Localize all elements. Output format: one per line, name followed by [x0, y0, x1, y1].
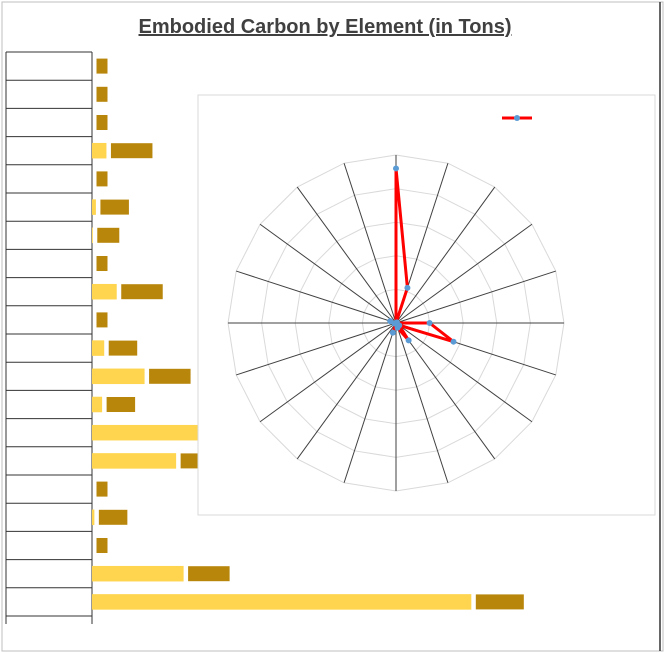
radar-spoke [343, 322, 397, 483]
radar-point [394, 324, 401, 331]
main-title: Embodied Carbon by Element (in Tons) [139, 16, 512, 38]
data-label-box [187, 565, 231, 583]
radar-chart [197, 94, 656, 516]
radar-spoke [296, 186, 397, 324]
data-label-box [96, 226, 121, 244]
radar-point [393, 165, 399, 172]
radar-spoke [395, 322, 533, 423]
radar-spoke [395, 322, 496, 460]
bar [92, 227, 93, 244]
radar-point [387, 318, 394, 325]
radar-panel [197, 94, 656, 516]
data-label-box [95, 57, 109, 75]
bar [92, 283, 117, 300]
radar-point [404, 284, 411, 291]
radar-point [393, 320, 399, 326]
data-label-box [95, 114, 109, 131]
bar [92, 594, 472, 610]
bar [92, 142, 107, 159]
bar-chart [5, 51, 525, 624]
data-label-box [107, 339, 139, 357]
radar-spoke [259, 322, 397, 423]
data-label-box [95, 255, 109, 272]
radar-point [405, 337, 412, 344]
radar-spoke [236, 270, 397, 324]
radar-point [426, 320, 433, 326]
data-label-box [99, 198, 130, 216]
radar-spoke [259, 223, 397, 324]
radar-spoke [395, 223, 533, 324]
radar-spoke [395, 322, 449, 483]
data-label-box [95, 170, 109, 188]
data-label-box [105, 396, 137, 413]
data-label-box [109, 142, 154, 160]
bar [92, 340, 105, 356]
data-label-box [474, 593, 525, 611]
radar-point [450, 338, 457, 345]
data-label-box [95, 480, 109, 498]
bar [92, 509, 95, 526]
bar [92, 199, 96, 215]
radar-point [389, 329, 396, 336]
radar-spoke [395, 186, 496, 324]
bar [92, 396, 103, 413]
radar-spoke [296, 322, 397, 460]
bar [92, 453, 177, 469]
legend-marker [514, 115, 520, 121]
data-label-box [97, 508, 129, 526]
bar [92, 565, 184, 582]
data-label-box [95, 311, 109, 329]
radar-spoke [343, 163, 397, 324]
data-label-box [95, 85, 109, 103]
radar-spoke [236, 322, 397, 376]
bar [92, 368, 145, 385]
data-label-box [95, 537, 109, 554]
data-label-box [120, 283, 164, 301]
radar-spoke [395, 270, 556, 324]
data-label-box [148, 367, 192, 385]
